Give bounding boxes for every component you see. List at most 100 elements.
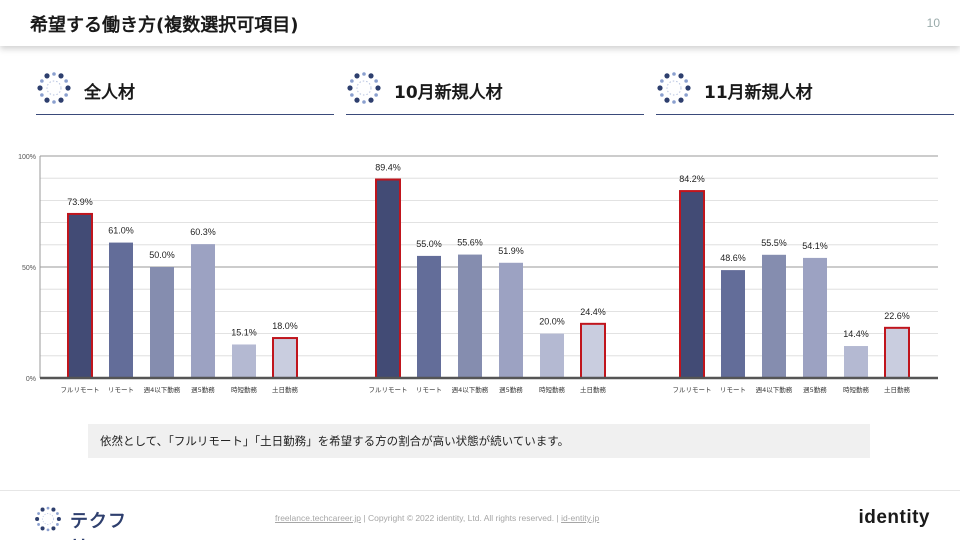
y-tick-label: 0%: [26, 376, 36, 383]
dot: [368, 97, 374, 103]
data-label: 89.4%: [375, 163, 401, 173]
dot: [35, 516, 40, 522]
dot: [664, 97, 670, 103]
section-label: 10月新規人材: [394, 83, 503, 103]
dot-ring-icon: [657, 72, 691, 104]
dot: [684, 79, 688, 83]
bar: [458, 254, 482, 378]
dot-ring-icon: [347, 72, 381, 104]
dot: [672, 100, 676, 104]
logo-text: テクフリ: [70, 511, 127, 540]
footer-copyright-line: freelance.techcareer.jp | Copyright © 20…: [275, 513, 599, 523]
category-label: 週4以下勤務: [756, 385, 793, 394]
section-rule: [36, 114, 334, 115]
dot-inner-ring: [42, 513, 54, 525]
category-label: リモート: [108, 386, 134, 394]
data-label: 14.4%: [843, 329, 869, 339]
dot: [51, 507, 56, 512]
dot: [685, 85, 691, 91]
bar: [499, 262, 523, 378]
dot-inner-ring: [46, 80, 62, 96]
dot: [40, 93, 44, 97]
dot: [678, 73, 684, 79]
dot: [56, 523, 59, 526]
data-label: 48.6%: [720, 253, 746, 263]
dot-inner-ring: [666, 80, 682, 96]
dot: [58, 73, 64, 79]
dot: [56, 512, 59, 515]
page-footer: テクフリ freelance.techcareer.jp | Copyright…: [0, 490, 960, 540]
category-label: フルリモート: [61, 386, 100, 394]
dot: [374, 79, 378, 83]
dot-inner-ring: [356, 80, 372, 96]
separator: |: [556, 513, 559, 523]
category-label: 時短勤務: [231, 385, 258, 394]
dot: [64, 93, 68, 97]
section-label: 全人材: [84, 83, 135, 103]
techcareer-link[interactable]: freelance.techcareer.jp: [275, 513, 361, 523]
category-label: 時短勤務: [843, 385, 870, 394]
dot: [672, 72, 676, 76]
bar: [844, 346, 868, 378]
bar: [272, 337, 298, 379]
bar: [232, 344, 256, 378]
dot: [58, 97, 64, 103]
data-label: 18.0%: [272, 321, 298, 331]
data-label: 55.6%: [457, 238, 483, 248]
dot: [374, 93, 378, 97]
dot: [362, 100, 366, 104]
page-header: 希望する働き方(複数選択可項目) 10: [0, 0, 960, 46]
dot: [375, 85, 381, 91]
bar: [540, 333, 564, 378]
data-label: 54.1%: [802, 241, 828, 251]
techfuri-logo: テクフリ: [34, 505, 144, 540]
dot: [40, 507, 45, 512]
category-label: 土日勤務: [884, 385, 911, 394]
category-label: リモート: [720, 386, 746, 394]
data-label: 84.2%: [679, 174, 705, 184]
data-label: 51.9%: [498, 246, 524, 256]
data-label: 50.0%: [149, 250, 175, 260]
bar: [150, 267, 174, 378]
dot: [660, 93, 664, 97]
identity-link[interactable]: id-entity.jp: [561, 513, 600, 523]
bar: [803, 257, 827, 378]
page-title: 希望する働き方(複数選択可項目): [30, 15, 299, 36]
dot: [44, 73, 50, 79]
dot: [368, 73, 374, 79]
category-label: 週5勤務: [191, 385, 215, 394]
category-label: リモート: [416, 386, 442, 394]
dot: [657, 85, 663, 91]
bar-chart: 0% 50% 100% 73.9% フルリモート 61.0% リモート 50.0% 週4以下勤務…: [18, 154, 938, 394]
data-label: 60.3%: [190, 227, 216, 237]
dot: [350, 93, 354, 97]
bar: [109, 242, 133, 378]
dot: [40, 79, 44, 83]
dot: [684, 93, 688, 97]
data-label: 55.0%: [416, 239, 442, 249]
bar: [721, 270, 745, 378]
section-header-all: 全人材: [36, 68, 334, 116]
bar: [580, 322, 606, 379]
dot: [40, 526, 45, 531]
dot-ring-icon: [35, 506, 61, 532]
category-label: フルリモート: [673, 386, 712, 394]
data-label: 24.4%: [580, 307, 606, 317]
data-label: 22.6%: [884, 311, 910, 321]
y-tick-label: 100%: [18, 154, 36, 161]
dot: [664, 73, 670, 79]
bar: [375, 178, 401, 380]
identity-brand-logo: identity: [858, 507, 930, 528]
dot: [354, 73, 360, 79]
section-rule: [346, 114, 644, 115]
category-label: 週4以下勤務: [144, 385, 181, 394]
dot: [51, 526, 56, 531]
category-label: 土日勤務: [580, 385, 607, 394]
section-header-november: 11月新規人材: [656, 68, 954, 116]
dot: [37, 85, 43, 91]
category-label: 週5勤務: [499, 385, 523, 394]
dot: [37, 512, 40, 515]
data-label: 73.9%: [67, 197, 93, 207]
dot: [56, 516, 61, 522]
category-label: 週5勤務: [803, 385, 827, 394]
